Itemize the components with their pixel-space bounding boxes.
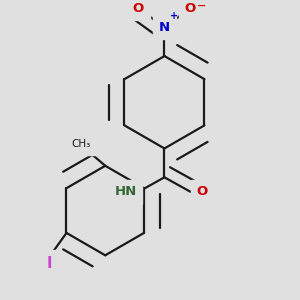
Text: HN: HN [114, 185, 136, 198]
Text: O: O [196, 185, 208, 198]
Text: O: O [133, 2, 144, 15]
Text: CH₃: CH₃ [71, 139, 90, 149]
Text: I: I [46, 256, 52, 271]
Text: −: − [197, 1, 207, 10]
Text: O: O [185, 2, 196, 15]
Text: +: + [170, 11, 178, 21]
Text: N: N [159, 21, 170, 34]
